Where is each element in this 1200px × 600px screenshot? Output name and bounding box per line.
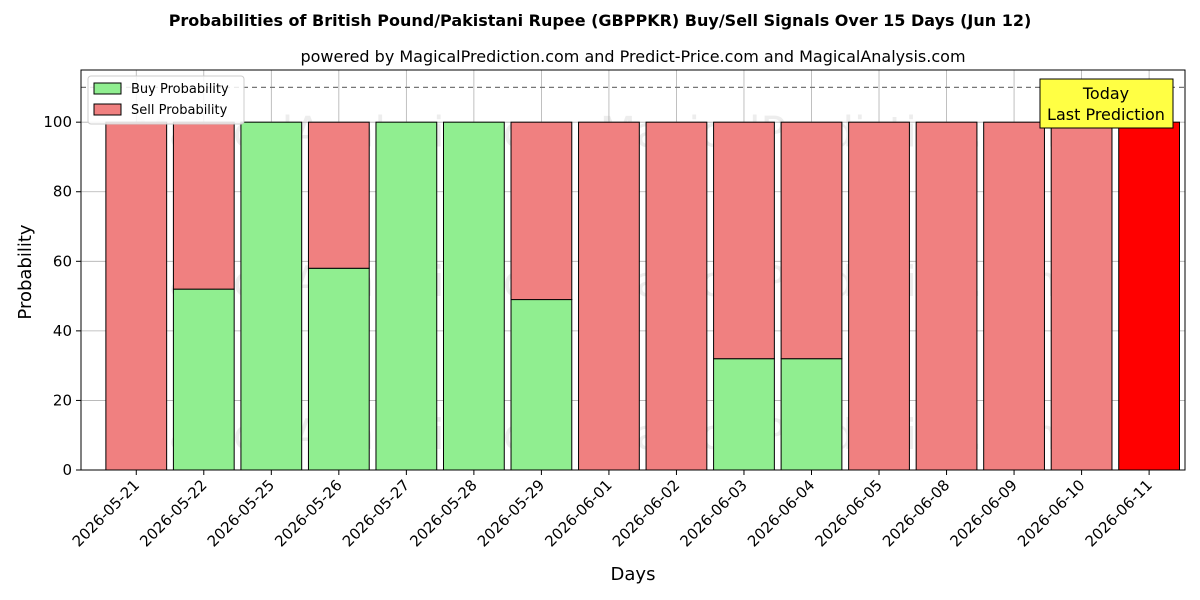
legend-swatch-buy bbox=[93, 82, 122, 95]
x-tick-label: 2026-06-10 bbox=[1014, 476, 1088, 550]
bar-sell bbox=[307, 121, 370, 269]
bar-buy bbox=[713, 358, 775, 471]
bar-sell bbox=[172, 121, 235, 290]
legend: Buy Probability Sell Probability bbox=[87, 75, 245, 125]
legend-frame bbox=[87, 75, 245, 125]
annotation-line-1: Today bbox=[1082, 84, 1129, 103]
y-tick-label: 0 bbox=[62, 461, 72, 479]
bar-sell bbox=[578, 121, 640, 471]
x-tick-label: 2026-05-29 bbox=[474, 476, 548, 550]
bar-sell bbox=[713, 121, 775, 360]
x-tick-label: 2026-05-27 bbox=[339, 476, 413, 550]
y-tick-label: 60 bbox=[53, 252, 72, 270]
bar-sell bbox=[105, 121, 168, 471]
y-tick-label: 100 bbox=[43, 113, 72, 131]
x-tick-label: 2026-05-28 bbox=[406, 476, 480, 550]
y-tick-label: 20 bbox=[53, 391, 72, 409]
bar-sell bbox=[645, 121, 708, 471]
legend-swatch-sell bbox=[93, 103, 122, 116]
bar-buy bbox=[307, 267, 370, 471]
bar-sell bbox=[983, 121, 1045, 471]
x-tick-label: 2026-05-21 bbox=[69, 476, 143, 550]
bar-buy bbox=[240, 121, 303, 471]
y-tick-label: 80 bbox=[53, 183, 72, 201]
bar-sell bbox=[780, 121, 843, 360]
x-tick-label: 2026-05-26 bbox=[271, 476, 345, 550]
bar-sell bbox=[510, 121, 573, 301]
bar-buy bbox=[375, 121, 438, 471]
today-annotation: Today Last Prediction bbox=[1039, 78, 1174, 129]
x-tick-label: 2026-06-04 bbox=[744, 476, 818, 550]
bar-sell bbox=[848, 121, 910, 471]
x-tick-label: 2026-06-02 bbox=[609, 476, 683, 550]
x-tick-label: 2026-06-05 bbox=[811, 476, 885, 550]
annotation-box bbox=[1039, 78, 1174, 129]
x-tick-label: 2026-06-09 bbox=[947, 476, 1021, 550]
bar-sell bbox=[915, 121, 978, 471]
bar-sell bbox=[1118, 121, 1180, 471]
x-tick-label: 2026-06-01 bbox=[541, 476, 615, 550]
x-tick-label: 2026-06-08 bbox=[879, 476, 953, 550]
legend-label-sell: Sell Probability bbox=[131, 103, 228, 118]
annotation-line-2: Last Prediction bbox=[1047, 105, 1165, 124]
bar-sell bbox=[1050, 121, 1113, 471]
y-axis-label: Probability bbox=[15, 224, 36, 319]
bar-buy bbox=[442, 121, 505, 471]
bar-buy bbox=[780, 358, 843, 471]
y-tick-label: 40 bbox=[53, 322, 72, 340]
chart-subtitle: powered by MagicalPrediction.com and Pre… bbox=[300, 47, 965, 66]
bar-layer bbox=[81, 86, 1185, 471]
x-tick-label: 2026-05-25 bbox=[204, 476, 278, 550]
x-tick-label: 2026-06-11 bbox=[1082, 476, 1156, 550]
x-tick-label: 2026-05-22 bbox=[136, 476, 210, 550]
x-axis-label: Days bbox=[611, 564, 656, 585]
bar-buy bbox=[172, 288, 235, 471]
bar-buy bbox=[510, 299, 573, 471]
legend-label-buy: Buy Probability bbox=[131, 82, 229, 97]
chart-title: Probabilities of British Pound/Pakistani… bbox=[169, 11, 1032, 30]
x-tick-label: 2026-06-03 bbox=[676, 476, 750, 550]
plot-frame bbox=[80, 69, 1186, 471]
